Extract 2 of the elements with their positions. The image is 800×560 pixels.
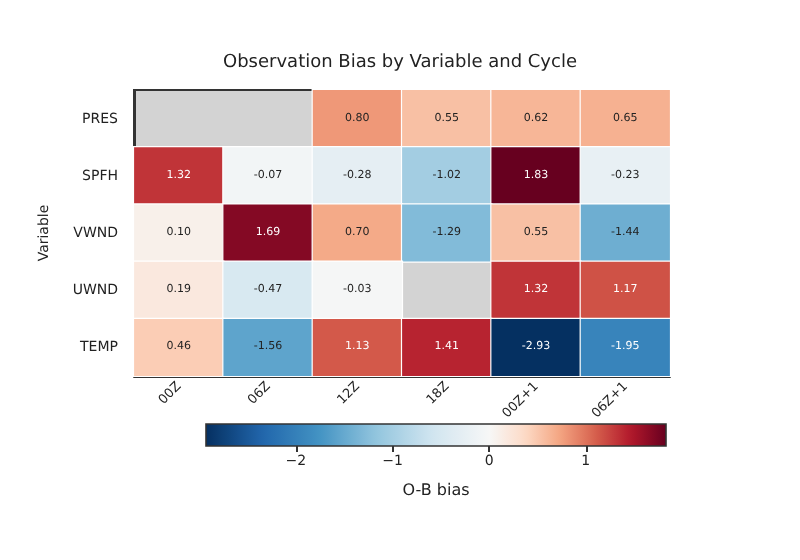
color-bar-title: O-B bias [402, 481, 470, 499]
chart-title: Observation Bias by Variable and Cycle [223, 53, 578, 73]
